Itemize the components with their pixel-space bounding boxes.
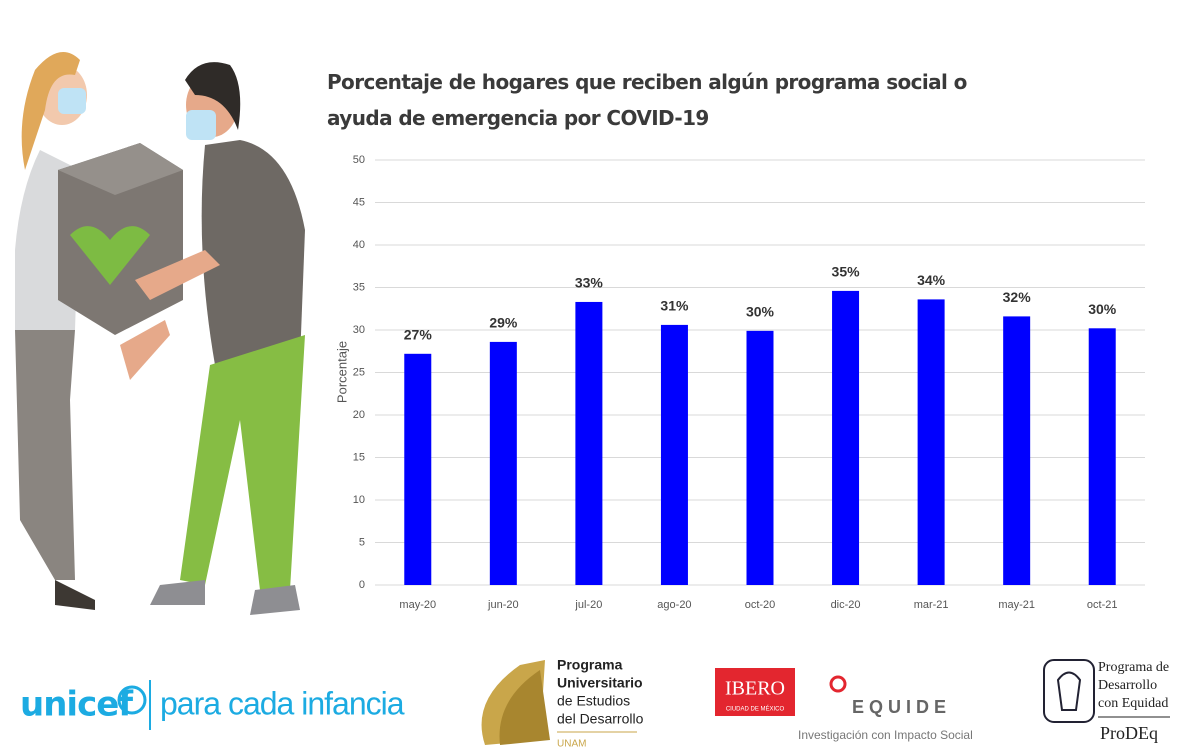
y-tick-label: 50 xyxy=(353,154,365,166)
bar xyxy=(746,330,774,585)
prodeq-logo: Programa de Desarrollo con Equidad ProDE… xyxy=(1043,659,1170,743)
value-label: 30% xyxy=(746,304,775,320)
value-label: 32% xyxy=(1003,289,1032,305)
bar xyxy=(660,324,688,585)
x-tick-label: dic-20 xyxy=(831,599,861,611)
ibero-name: IBERO xyxy=(725,678,785,700)
pued-text: Programa xyxy=(557,657,623,673)
value-label: 30% xyxy=(1088,301,1117,317)
value-label: 34% xyxy=(917,272,946,288)
unicef-emblem xyxy=(117,685,147,715)
chart-title: Porcentaje de hogares que reciben algún … xyxy=(327,70,967,130)
bar-chart: 0 5 10 15 20 25 30 35 40 45 50 Porcentaje may-20 27% j… xyxy=(334,154,1145,611)
pued-org: UNAM xyxy=(557,739,586,750)
bar xyxy=(917,299,945,585)
unicef-tagline: para cada infancia xyxy=(160,685,405,721)
bar xyxy=(1088,328,1116,585)
prodeq-text: Programa de xyxy=(1098,660,1169,675)
y-tick-label: 5 xyxy=(359,536,365,548)
x-tick-label: oct-21 xyxy=(1087,599,1118,611)
y-tick-label: 25 xyxy=(353,366,365,378)
y-tick-label: 30 xyxy=(353,324,365,336)
equide-name: E Q U I D E xyxy=(852,697,946,717)
x-tick-label: jun-20 xyxy=(487,599,519,611)
prodeq-text: Desarrollo xyxy=(1098,678,1157,693)
prodeq-text: con Equidad xyxy=(1098,696,1168,711)
bar xyxy=(489,341,517,585)
x-tick-label: jul-20 xyxy=(574,599,602,611)
value-label: 35% xyxy=(832,264,861,280)
illustration xyxy=(15,52,305,615)
equide-ring xyxy=(829,675,847,693)
ibero-sub: CIUDAD DE MÉXICO xyxy=(726,706,785,713)
unicef-name: unicef xyxy=(20,685,134,725)
x-tick-label: ago-20 xyxy=(657,599,691,611)
ibero-box xyxy=(715,668,795,716)
value-label: 31% xyxy=(660,298,689,314)
y-tick-label: 10 xyxy=(353,494,365,506)
y-axis-label: Porcentaje xyxy=(334,341,349,403)
equide-tagline: Investigación con Impacto Social xyxy=(798,728,973,742)
y-tick-label: 35 xyxy=(353,281,365,293)
bar xyxy=(832,290,860,585)
value-label: 33% xyxy=(575,275,604,291)
pued-logo: Programa Universitario de Estudios del D… xyxy=(481,657,644,750)
x-tick-label: may-21 xyxy=(998,599,1035,611)
bar xyxy=(575,301,603,585)
y-tick-label: 0 xyxy=(359,579,365,591)
bar xyxy=(1003,316,1031,585)
x-tick-label: mar-21 xyxy=(914,599,949,611)
unicef-logo: unicef para cada infancia xyxy=(20,680,406,730)
bar xyxy=(404,353,432,585)
y-tick-label: 45 xyxy=(353,196,365,208)
y-tick-label: 20 xyxy=(353,409,365,421)
x-tick-label: may-20 xyxy=(399,599,436,611)
equide-logo: IBERO CIUDAD DE MÉXICO E Q U I D E Inves… xyxy=(715,668,973,742)
pued-text: Universitario xyxy=(557,675,643,691)
value-label: 27% xyxy=(404,327,433,343)
pued-text: de Estudios xyxy=(557,693,630,709)
y-tick-label: 40 xyxy=(353,239,365,251)
value-label: 29% xyxy=(489,315,518,331)
prodeq-name: ProDEq xyxy=(1100,723,1158,743)
y-tick-label: 15 xyxy=(353,451,365,463)
x-tick-label: oct-20 xyxy=(745,599,776,611)
pued-text: del Desarrollo xyxy=(557,711,644,727)
